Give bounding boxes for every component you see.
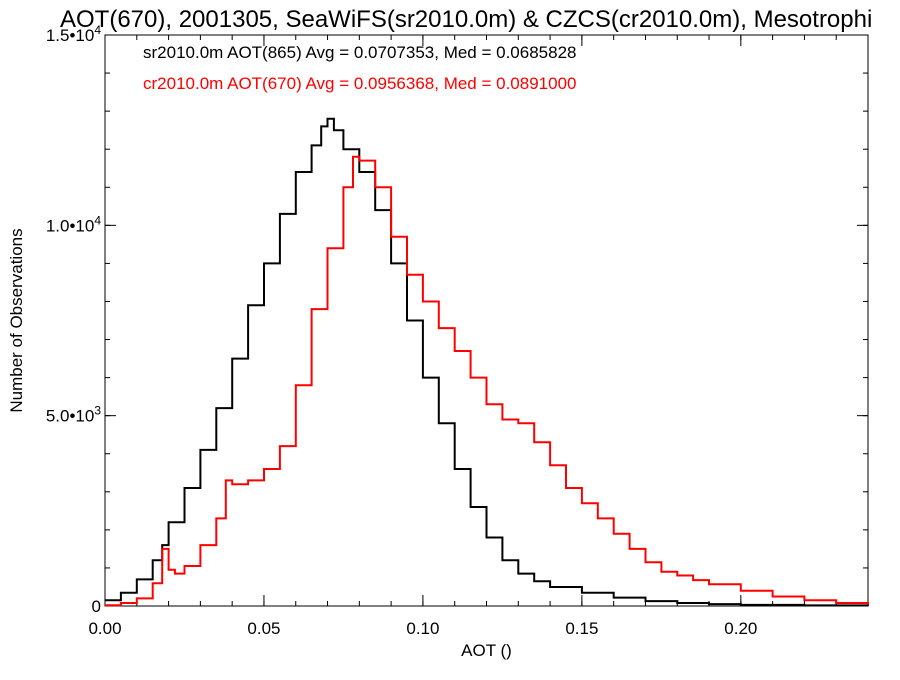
x-axis: 0.00 0.05 0.10 0.15 0.20 <box>88 35 757 638</box>
y-axis-label: Number of Observations <box>7 228 26 412</box>
legend-entry: sr2010.0m AOT(865) Avg = 0.0707353, Med … <box>143 43 577 62</box>
y-tick-label: 5.0•103 <box>46 404 102 426</box>
legend: sr2010.0m AOT(865) Avg = 0.0707353, Med … <box>143 43 577 93</box>
y-tick-label: 1.0•104 <box>46 213 102 235</box>
legend-entry: cr2010.0m AOT(670) Avg = 0.0956368, Med … <box>143 74 577 93</box>
x-axis-label: AOT () <box>461 641 512 660</box>
x-tick-label: 0.20 <box>724 619 757 638</box>
x-tick-label: 0.10 <box>406 619 439 638</box>
y-tick-label: 0 <box>92 597 101 616</box>
x-tick-label: 0.00 <box>88 619 121 638</box>
series-layer <box>105 117 869 607</box>
series-line-2 <box>105 155 869 607</box>
chart-title: AOT(670), 2001305, SeaWiFS(sr2010.0m) & … <box>60 6 872 33</box>
series-line-1 <box>105 117 869 607</box>
x-tick-label: 0.05 <box>247 619 280 638</box>
y-tick-label: 1.5•104 <box>46 23 102 45</box>
x-tick-label: 0.15 <box>565 619 598 638</box>
